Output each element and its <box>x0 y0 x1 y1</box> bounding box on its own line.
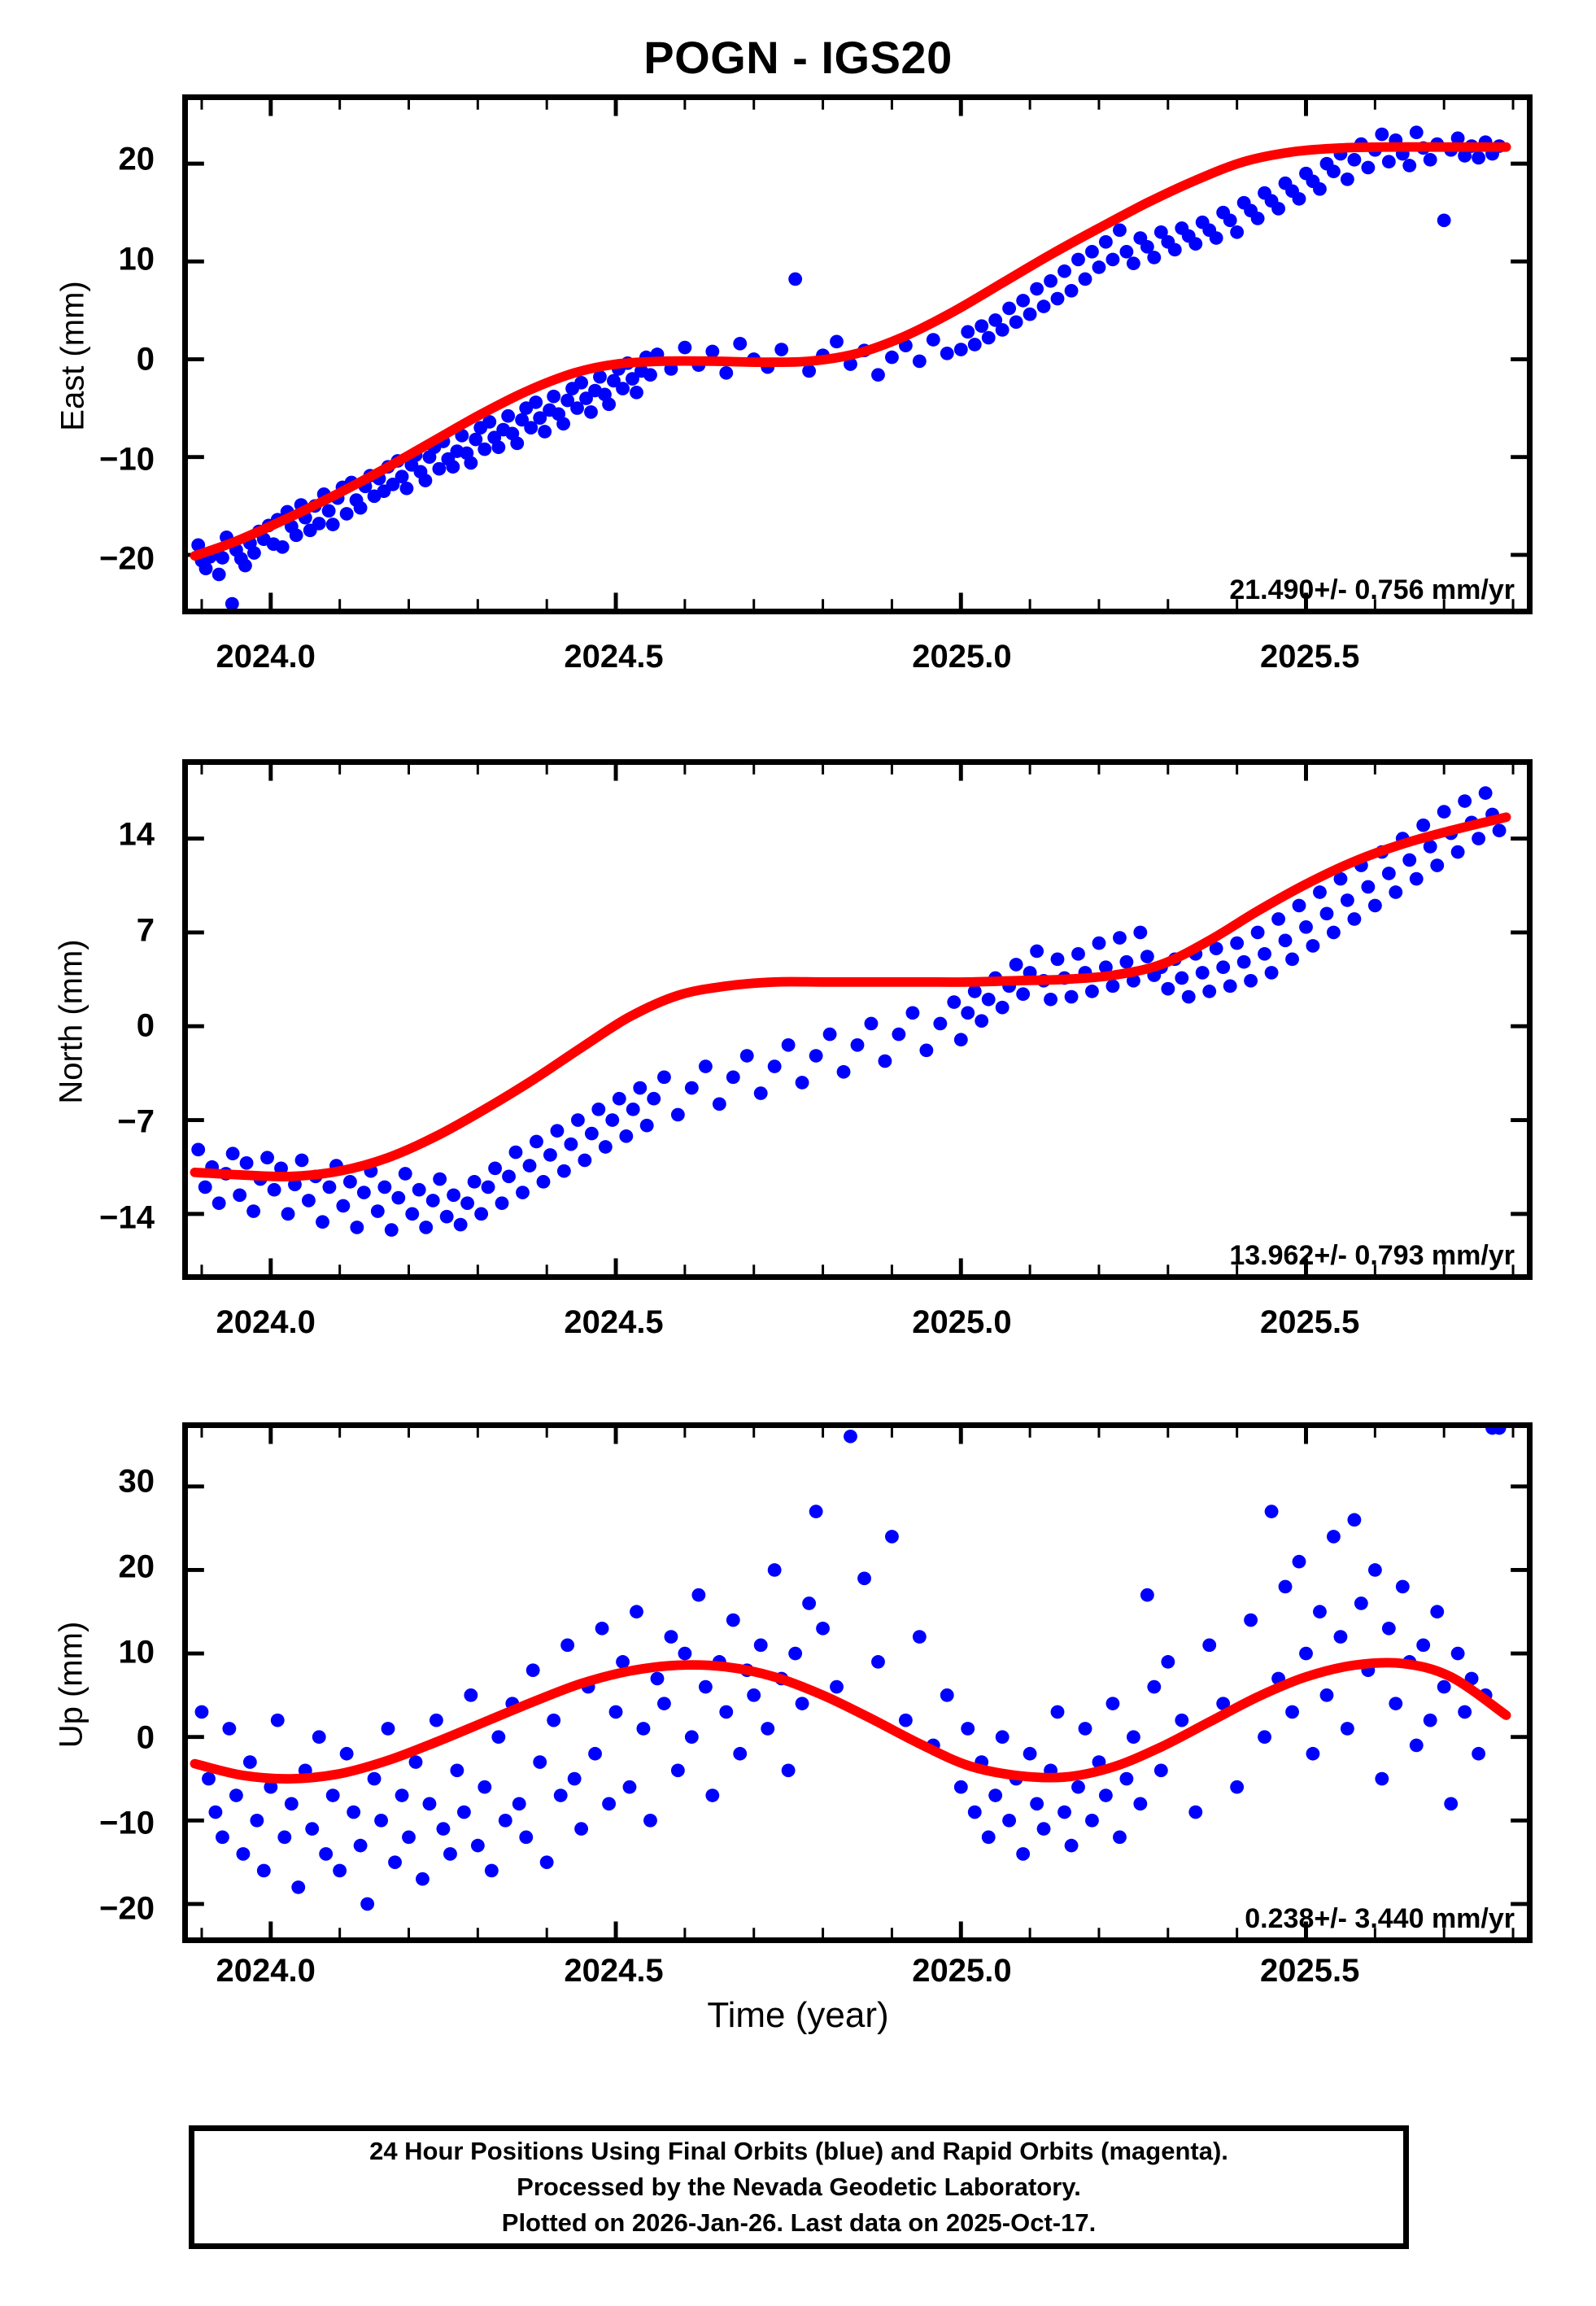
ytick-label: 20 <box>118 1548 155 1585</box>
data-points <box>191 786 1507 1237</box>
xtick-label: 2025.5 <box>1260 1304 1360 1340</box>
plot-canvas-north <box>188 765 1527 1274</box>
rate-annotation-up: 0.238+/- 3.440 mm/yr <box>1245 1903 1515 1934</box>
xtick-labels-up: 2024.0 2024.5 2025.0 2025.5 <box>0 1953 1596 2002</box>
plot-frame-east <box>182 94 1533 614</box>
page-title: POGN - IGS20 <box>643 32 953 83</box>
ytick-label: 10 <box>118 1634 155 1671</box>
xtick-label: 2024.5 <box>564 1953 664 1989</box>
xtick-label: 2025.0 <box>912 639 1012 675</box>
ytick-label: 10 <box>118 241 155 277</box>
ytick-label: −10 <box>99 1805 155 1841</box>
xtick-label: 2024.5 <box>564 639 664 675</box>
fit-curve <box>190 142 1511 561</box>
ytick-label: 0 <box>136 1719 155 1756</box>
panel-north: 13.962+/- 0.793 mm/yr <box>182 759 1533 1280</box>
xaxis-title: Time (year) <box>707 1995 889 2035</box>
ytick-label: 7 <box>136 912 155 948</box>
rate-annotation-north: 13.962+/- 0.793 mm/yr <box>1229 1240 1515 1271</box>
ytick-label: −20 <box>99 540 155 577</box>
ytick-labels-north: 14 7 0 −7 −14 <box>0 759 182 1280</box>
footer-line-1: 24 Hour Positions Using Final Orbits (bl… <box>369 2136 1228 2165</box>
ytick-labels-east: 20 10 0 −10 −20 <box>0 94 182 614</box>
ytick-label: −14 <box>99 1199 155 1236</box>
ytick-label: 0 <box>136 341 155 378</box>
xtick-label: 2025.0 <box>912 1953 1012 1989</box>
xtick-label: 2024.0 <box>216 1304 316 1340</box>
ytick-label: −10 <box>99 441 155 477</box>
data-points <box>191 125 1507 609</box>
xtick-label: 2025.0 <box>912 1304 1012 1340</box>
plot-frame-up <box>182 1422 1533 1943</box>
footer-line-2: Processed by the Nevada Geodetic Laborat… <box>517 2172 1081 2201</box>
ytick-labels-up: 30 20 10 0 −10 −20 <box>0 1422 182 1943</box>
rate-annotation-east: 21.490+/- 0.756 mm/yr <box>1229 574 1515 605</box>
fit-curve <box>190 1657 1511 1784</box>
panel-east: 21.490+/- 0.756 mm/yr <box>182 94 1533 614</box>
ytick-label: 20 <box>118 141 155 177</box>
xtick-label: 2025.5 <box>1260 639 1360 675</box>
data-points <box>194 1428 1507 1911</box>
axis-ticks <box>188 1428 1527 1937</box>
ytick-label: 14 <box>118 816 155 853</box>
xtick-label: 2024.5 <box>564 1304 664 1340</box>
footer-line-3: Plotted on 2026-Jan-26. Last data on 202… <box>501 2208 1097 2237</box>
axis-ticks <box>188 765 1527 1274</box>
panel-up: 0.238+/- 3.440 mm/yr <box>182 1422 1533 1943</box>
plot-canvas-east <box>188 100 1527 609</box>
xtick-label: 2024.0 <box>216 639 316 675</box>
footer-caption-box: 24 Hour Positions Using Final Orbits (bl… <box>189 2125 1409 2249</box>
axis-ticks <box>188 100 1527 609</box>
plot-canvas-up <box>188 1428 1527 1937</box>
xtick-labels-north: 2024.0 2024.5 2025.0 2025.5 <box>0 1304 1596 1353</box>
plot-frame-north <box>182 759 1533 1280</box>
xtick-label: 2025.5 <box>1260 1953 1360 1989</box>
ytick-label: −7 <box>117 1103 155 1140</box>
xtick-labels-east: 2024.0 2024.5 2025.0 2025.5 <box>0 639 1596 688</box>
fit-curve <box>190 812 1511 1181</box>
xtick-label: 2024.0 <box>216 1953 316 1989</box>
ytick-label: 0 <box>136 1007 155 1044</box>
ytick-label: 30 <box>118 1463 155 1500</box>
ytick-label: −20 <box>99 1890 155 1927</box>
